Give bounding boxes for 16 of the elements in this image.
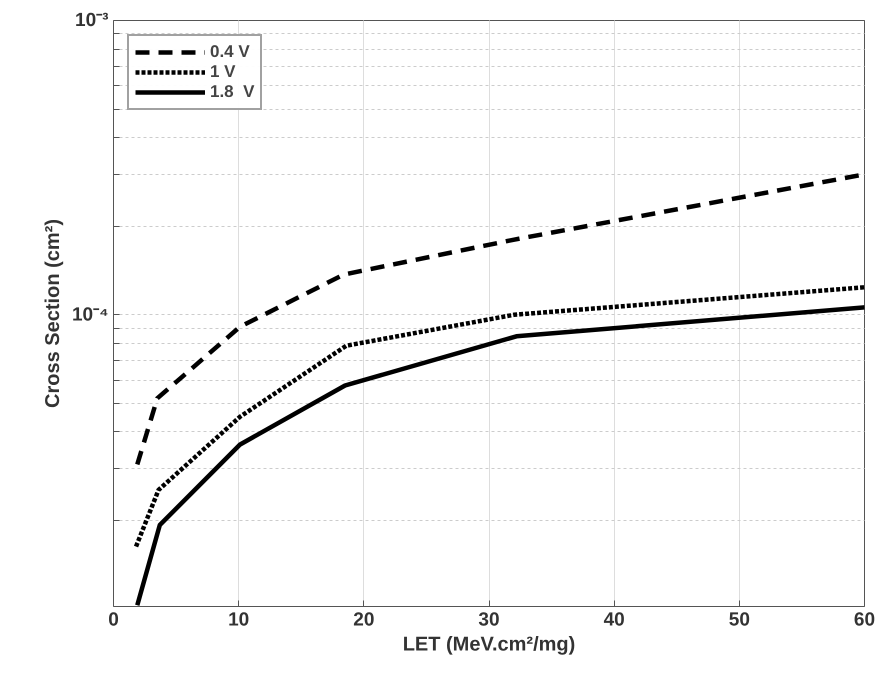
x-tick-label: 40 [604,610,625,630]
y-tick-label: 10⁻⁴ [72,304,109,326]
x-axis-title: LET (MeV.cm²/mg) [402,634,576,656]
x-tick-label: 10 [228,610,250,630]
x-tick-label: 0 [108,610,119,630]
legend-label: 1.8 V [210,82,254,102]
y-axis-title: Cross Section (cm²) [42,219,64,408]
line-series [135,305,864,606]
y-tick-label: 10⁻³ [75,10,109,31]
legend-label: 1 V [210,62,236,82]
x-tick-label: 20 [353,610,374,630]
x-tick-label: 30 [478,610,500,630]
x-tick-label: 60 [854,610,876,630]
x-tick-label: 50 [728,610,750,630]
legend-label: 0.4 V [210,42,250,62]
line-series [134,285,864,549]
